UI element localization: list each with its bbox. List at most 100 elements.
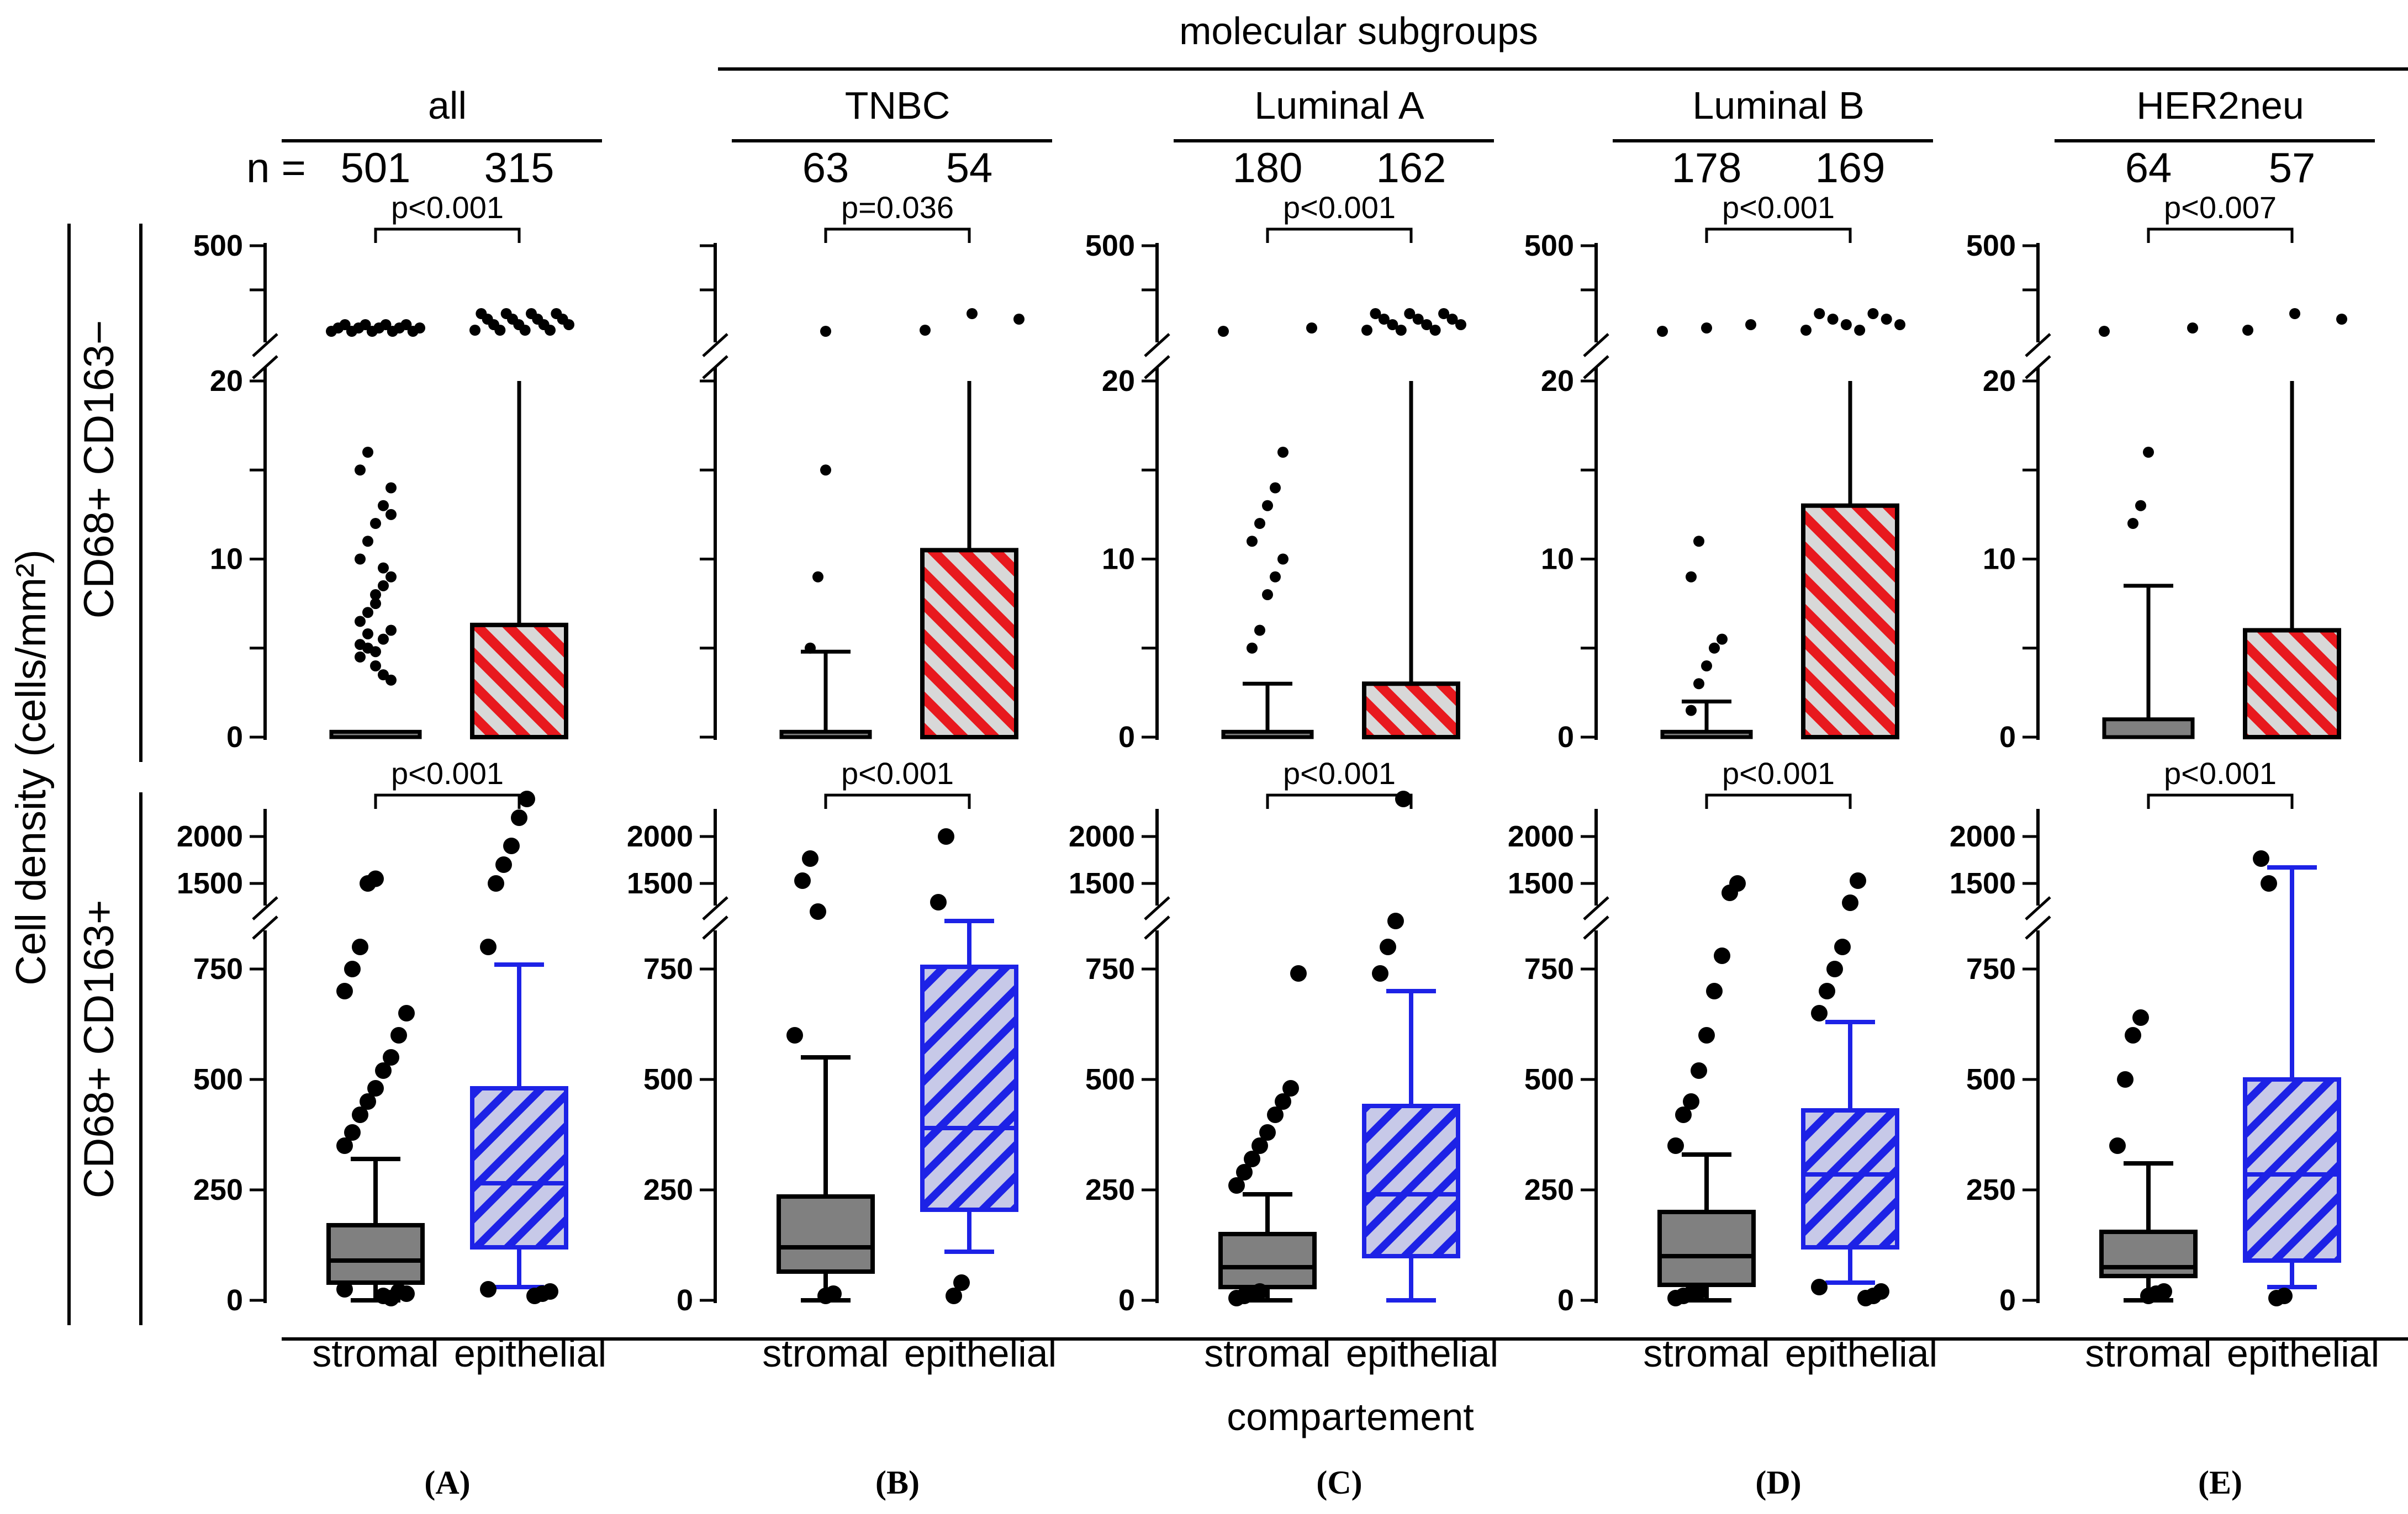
p-bracket-top	[1705, 227, 1852, 243]
outlier-stromal-top	[414, 322, 425, 333]
data-point-stromal	[2127, 518, 2138, 529]
data-point-stromal	[1717, 633, 1728, 645]
axis-break-mark	[1144, 333, 1170, 357]
outlier-epithelial-top	[2336, 314, 2347, 325]
tick-label: 750	[193, 952, 243, 986]
bar-epithelial-top	[1362, 681, 1460, 739]
outlier-stromal	[1228, 1177, 1245, 1194]
outlier-stromal	[344, 961, 361, 977]
tick-label: 0	[1557, 721, 1574, 754]
outlier-stromal-top	[339, 319, 351, 330]
tick-label: 0	[1999, 721, 2016, 754]
tick-label: 2000	[627, 820, 693, 853]
outlier-epithelial	[503, 838, 520, 854]
outlier-epithelial-top	[1455, 319, 1466, 330]
outlier-epithelial-top	[2289, 308, 2300, 319]
outlier-stromal-top	[1745, 319, 1756, 330]
n-prefix: n =	[246, 145, 306, 192]
outlier-stromal	[367, 1080, 384, 1097]
data-point-stromal	[1709, 642, 1720, 654]
outlier-epithelial-top	[1421, 319, 1433, 330]
data-point-stromal	[378, 633, 389, 645]
tick-label: 750	[643, 952, 693, 986]
p-bracket-bottom	[374, 793, 521, 809]
outlier-stromal	[390, 1027, 407, 1044]
data-point-stromal	[362, 536, 373, 547]
outlier-epithelial	[1387, 913, 1404, 929]
outlier-epithelial	[1395, 791, 1412, 807]
tick-label: 0	[226, 721, 243, 754]
data-point-stromal	[370, 589, 381, 600]
outlier-stromal-top	[820, 326, 831, 337]
p-bracket-bottom	[1266, 793, 1413, 809]
axis-break-mark	[702, 355, 728, 379]
bar-epithelial-top	[1801, 503, 1899, 739]
outlier-stromal	[1236, 1164, 1253, 1181]
tick-label: 1500	[627, 867, 693, 900]
data-point-stromal	[370, 646, 381, 658]
data-point-stromal	[386, 624, 397, 636]
tick-label: 0	[1118, 721, 1135, 754]
tick-label: 0	[1118, 1284, 1135, 1317]
bar-epithelial-top	[2243, 628, 2341, 739]
data-point-stromal	[1270, 482, 1281, 494]
bar-stromal-top	[1221, 729, 1314, 739]
category-label-stromal: stromal	[1643, 1332, 1770, 1375]
n-stromal: 178	[1672, 145, 1742, 192]
tick-label: 250	[193, 1173, 243, 1206]
data-point-stromal	[1277, 447, 1289, 458]
outlier-epithelial-top	[1361, 325, 1372, 336]
outlier-stromal	[344, 1124, 361, 1141]
outlier-stromal	[1251, 1283, 1268, 1300]
outlier-epithelial-top	[1378, 314, 1390, 325]
p-bracket-top	[374, 227, 521, 243]
box-stromal	[1657, 1210, 1756, 1287]
p-bracket-top	[824, 227, 971, 243]
p-value-top: p<0.001	[1283, 190, 1396, 225]
outlier-stromal	[1667, 1137, 1684, 1154]
panel-letter: (B)	[875, 1464, 920, 1501]
tick-label: 10	[1983, 543, 2016, 576]
outlier-stromal	[2156, 1283, 2172, 1300]
outlier-epithelial-top	[545, 325, 556, 336]
outlier-epithelial-top	[1404, 308, 1416, 319]
outlier-epithelial-top	[1894, 319, 1905, 330]
outlier-epithelial	[2253, 850, 2269, 867]
row-label-top: CD68+ CD163−	[76, 320, 123, 619]
outlier-epithelial-top	[494, 325, 506, 336]
box-epithelial	[920, 965, 1018, 1212]
box-stromal	[1218, 1232, 1317, 1289]
axis-break-mark	[252, 896, 278, 920]
category-label-stromal: stromal	[2085, 1332, 2211, 1375]
outlier-epithelial	[946, 1288, 962, 1304]
outlier-epithelial	[480, 939, 497, 955]
outlier-epithelial-top	[1854, 325, 1866, 336]
outlier-stromal	[1290, 965, 1307, 982]
outlier-stromal	[2117, 1071, 2134, 1088]
data-point-stromal	[2135, 500, 2146, 511]
p-value-bottom: p<0.001	[2164, 756, 2277, 791]
tick-label: 10	[1541, 543, 1574, 576]
outlier-stromal-top	[400, 319, 412, 330]
tick-label: 0	[677, 1284, 693, 1317]
axis-break-mark	[252, 333, 278, 357]
outlier-stromal	[1714, 947, 1730, 964]
p-bracket-top	[1266, 227, 1413, 243]
outlier-stromal	[2125, 1027, 2141, 1044]
n-epithelial: 162	[1376, 145, 1446, 192]
p-bracket-bottom	[1705, 793, 1852, 809]
outlier-epithelial-top	[2242, 325, 2253, 336]
outlier-epithelial-top	[1881, 314, 1892, 325]
axis-break-mark	[702, 915, 728, 940]
category-label-stromal: stromal	[312, 1332, 439, 1375]
tick-label: 500	[1524, 1063, 1574, 1096]
data-point-stromal	[386, 674, 397, 686]
outlier-epithelial-top	[563, 319, 574, 330]
data-point-stromal	[805, 642, 816, 654]
outlier-stromal	[375, 1062, 392, 1079]
data-point-stromal	[378, 562, 389, 574]
data-point-stromal	[386, 571, 397, 583]
outlier-epithelial-top	[1867, 308, 1879, 319]
group-label: Luminal A	[1254, 84, 1424, 127]
